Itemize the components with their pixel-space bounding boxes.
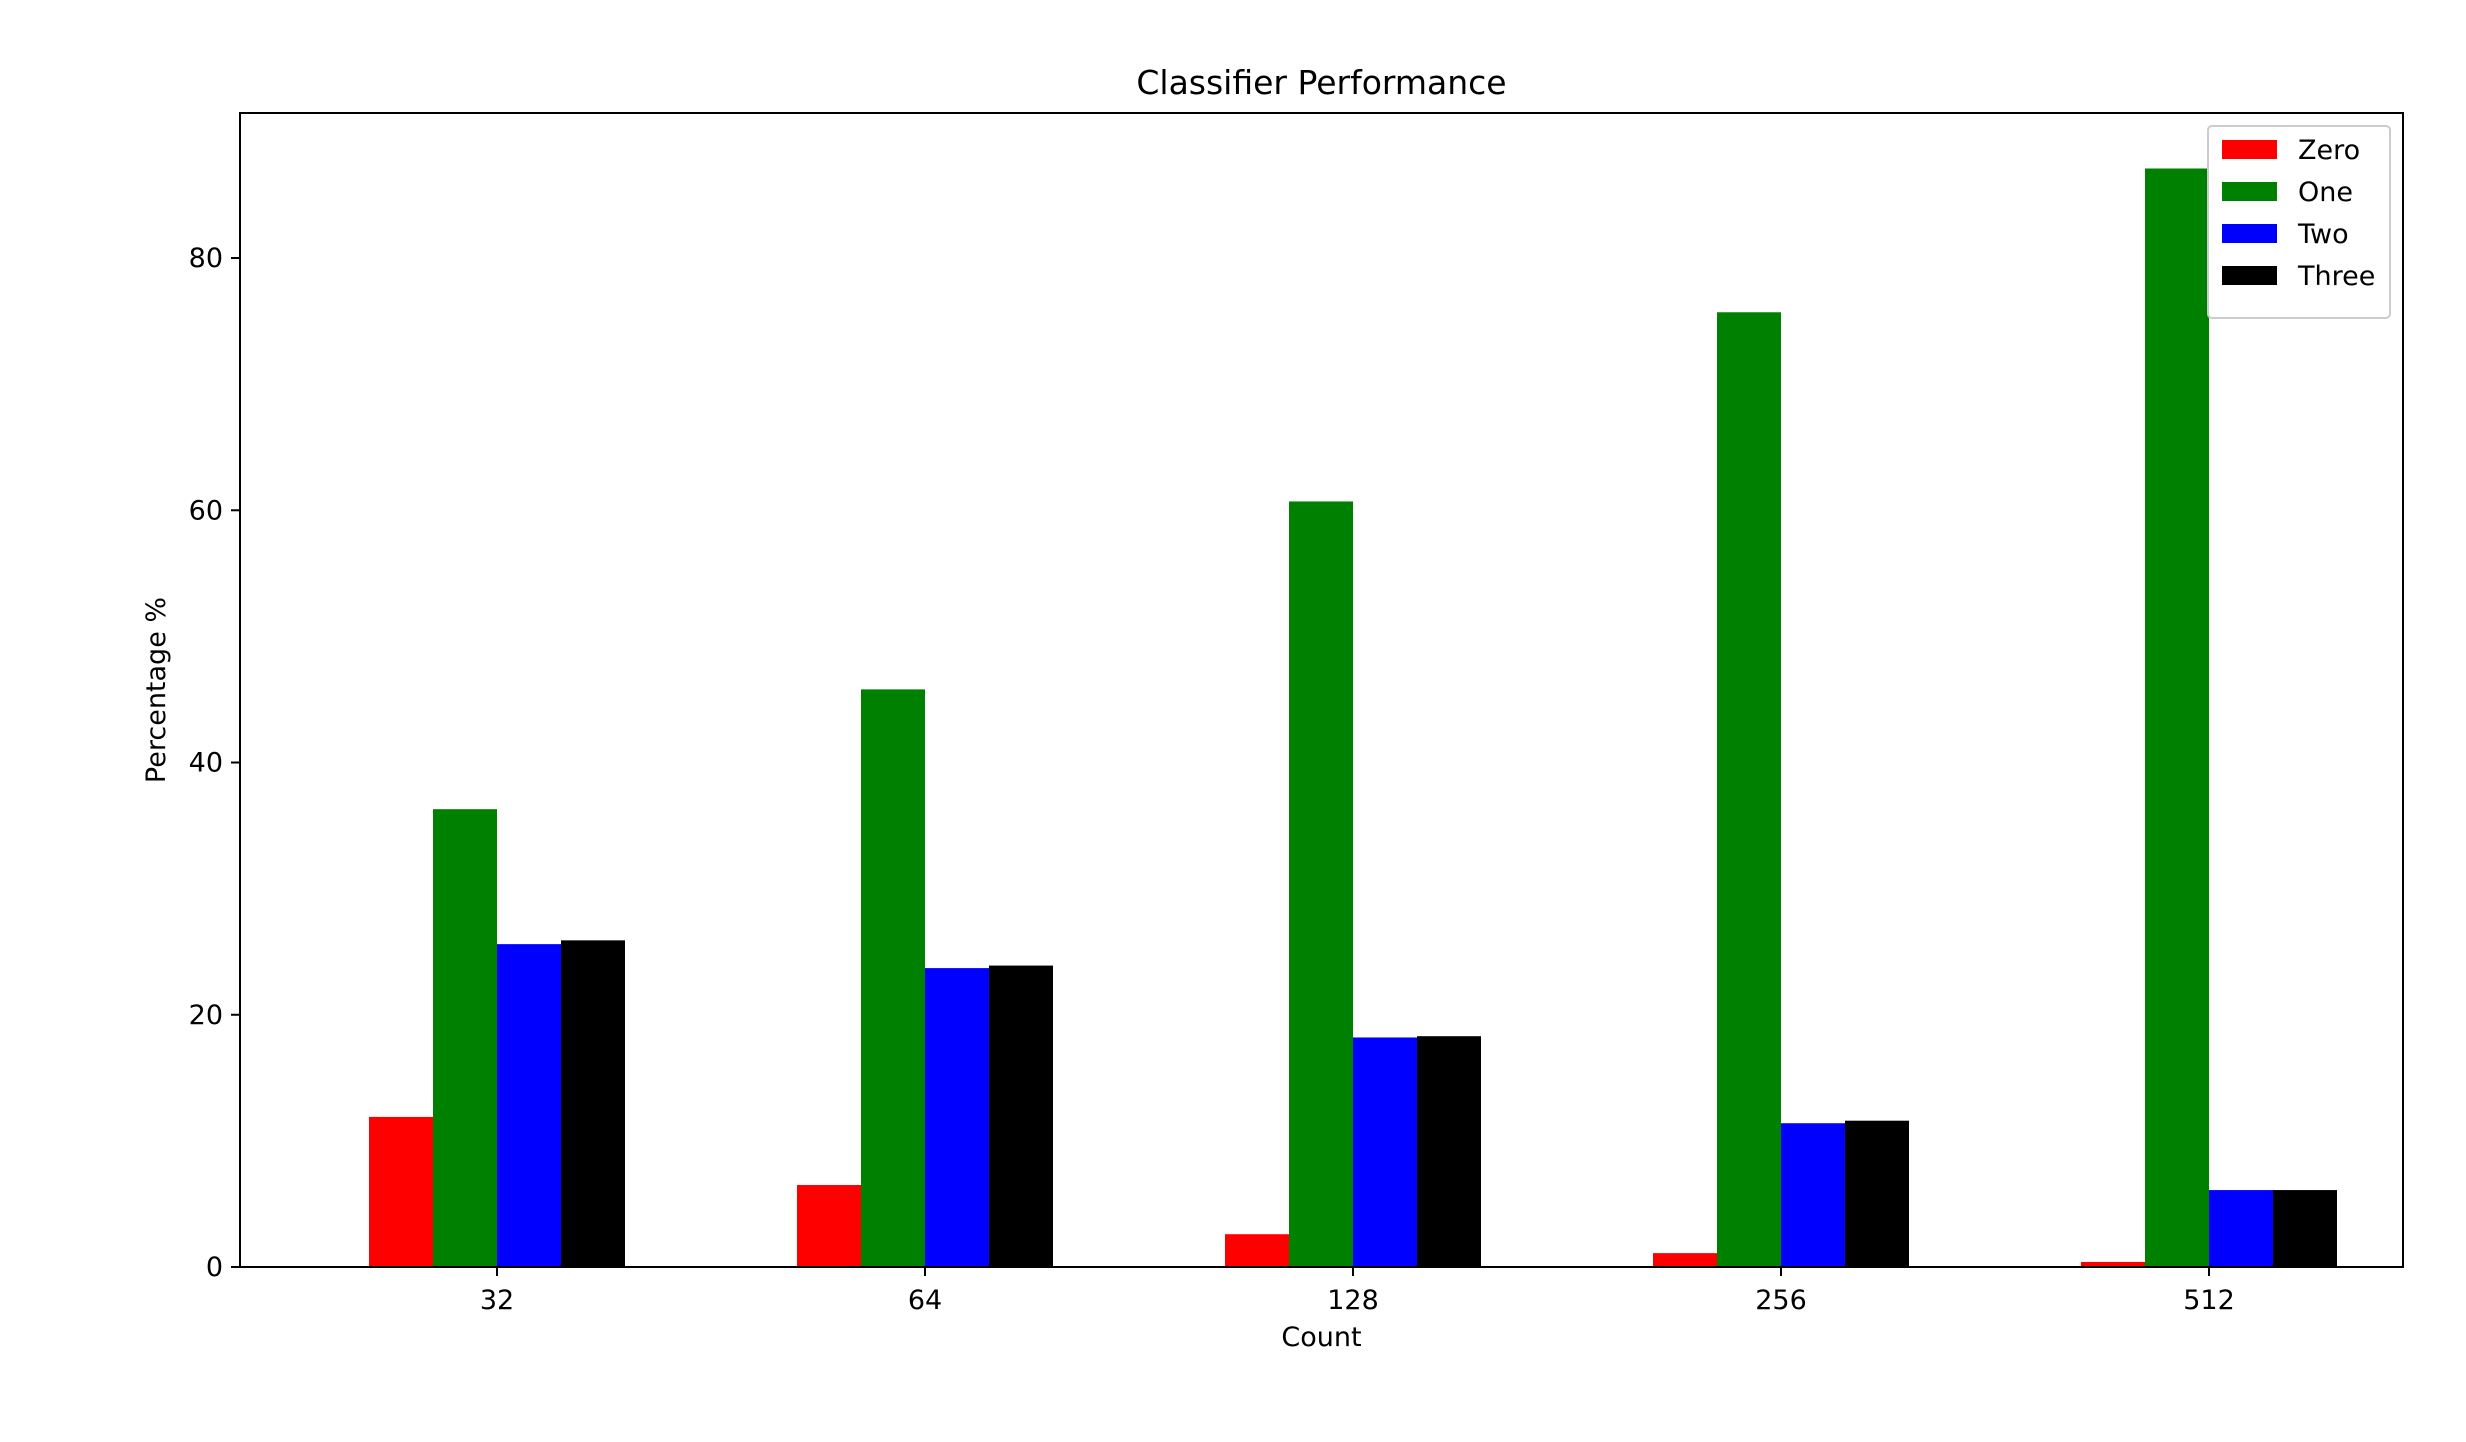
x-tick-label: 32 (480, 1285, 514, 1316)
bar-one-256 (1717, 312, 1781, 1267)
chart-title: Classifier Performance (1136, 63, 1506, 102)
bar-three-32 (561, 940, 625, 1267)
bar-two-32 (497, 944, 561, 1267)
legend-label-one: One (2298, 177, 2353, 208)
x-tick-label: 256 (1755, 1285, 1807, 1316)
x-tick-label: 512 (2183, 1285, 2235, 1316)
plot-area-frame (239, 112, 2404, 1268)
legend-swatch-one (2222, 182, 2277, 201)
bar-zero-64 (797, 1185, 861, 1267)
bar-two-64 (925, 968, 989, 1267)
legend-label-three: Three (2297, 261, 2375, 292)
y-tick-label: 80 (189, 243, 223, 274)
x-axis-label: Count (1281, 1322, 1361, 1353)
bar-three-512 (2273, 1190, 2337, 1267)
bar-zero-32 (369, 1116, 433, 1267)
bar-zero-128 (1225, 1234, 1289, 1267)
bar-three-256 (1845, 1120, 1909, 1267)
y-tick-label: 60 (189, 495, 223, 526)
y-tick-label: 20 (189, 1000, 223, 1031)
y-tick-label: 0 (206, 1252, 223, 1283)
bar-zero-512 (2081, 1261, 2145, 1267)
y-axis-label: Percentage % (141, 597, 172, 783)
bar-three-128 (1417, 1036, 1481, 1267)
y-tick-label: 40 (189, 748, 223, 779)
x-tick-label: 64 (908, 1285, 942, 1316)
bar-one-128 (1289, 501, 1353, 1267)
x-tick-label: 128 (1327, 1285, 1379, 1316)
legend-label-two: Two (2297, 219, 2349, 250)
legend-swatch-zero (2222, 140, 2277, 159)
bar-two-256 (1781, 1123, 1845, 1267)
bar-one-32 (433, 809, 497, 1267)
bar-zero-256 (1653, 1253, 1717, 1267)
legend: Zero One Two Three (2207, 125, 2391, 319)
bar-three-64 (989, 965, 1053, 1267)
legend-swatch-three (2222, 266, 2277, 285)
bar-one-512 (2145, 168, 2209, 1267)
legend-label-zero: Zero (2298, 135, 2360, 166)
bar-one-64 (861, 689, 925, 1267)
bar-two-512 (2209, 1190, 2273, 1267)
legend-swatch-two (2222, 224, 2277, 243)
bar-two-128 (1353, 1037, 1417, 1267)
